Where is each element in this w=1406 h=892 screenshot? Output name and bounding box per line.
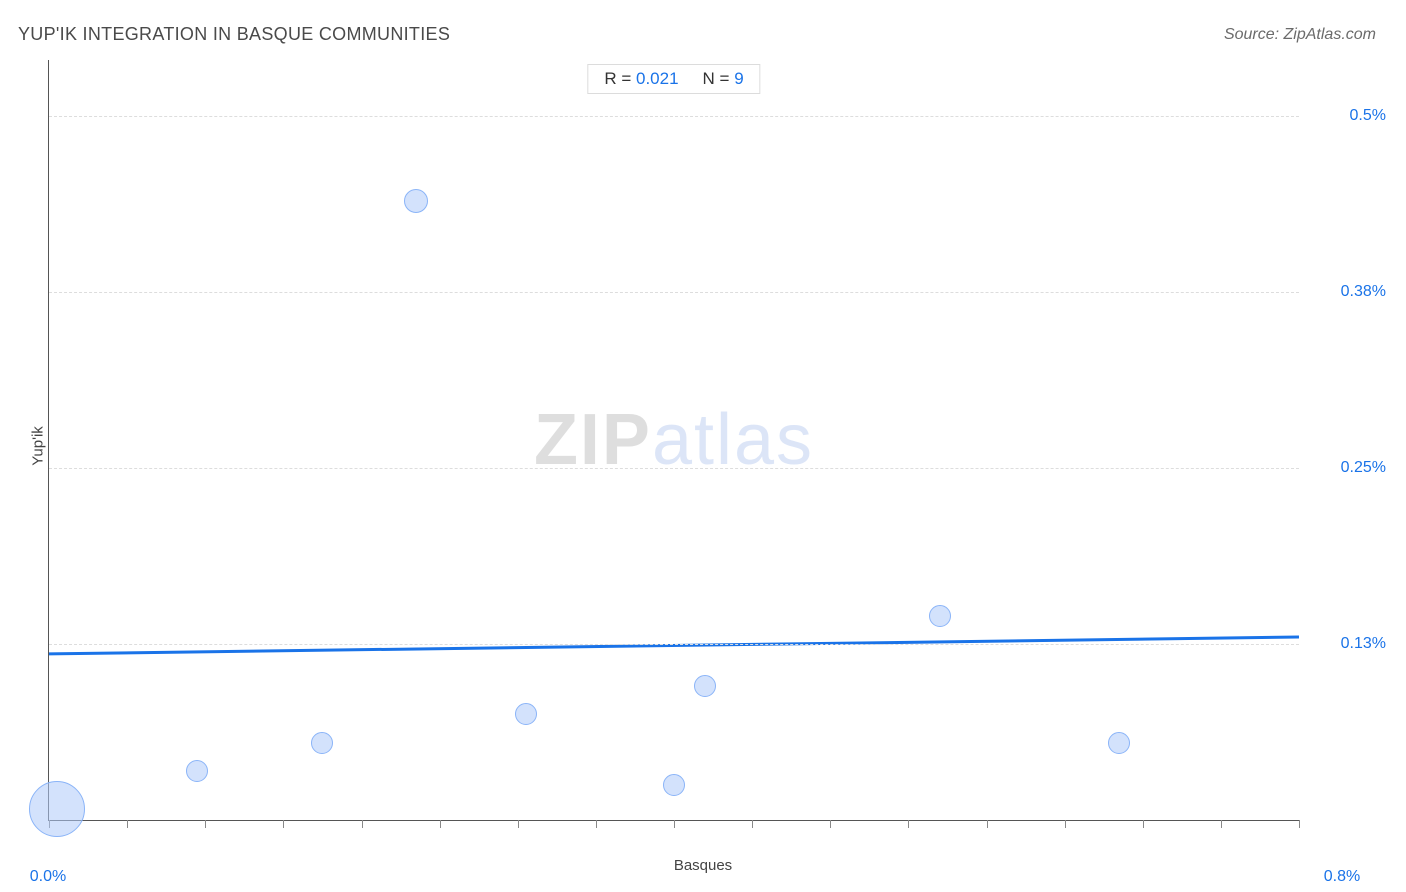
- x-tick: [1143, 820, 1144, 828]
- x-tick: [283, 820, 284, 828]
- y-tick-label: 0.38%: [1341, 283, 1386, 301]
- x-tick: [1065, 820, 1066, 828]
- x-tick: [518, 820, 519, 828]
- x-tick: [1299, 820, 1300, 828]
- data-point: [1108, 732, 1130, 754]
- y-tick-label: 0.5%: [1350, 107, 1386, 125]
- y-tick-label: 0.13%: [1341, 635, 1386, 653]
- n-value: 9: [734, 69, 743, 88]
- y-axis-label: Yup'ik: [29, 426, 46, 466]
- x-tick-label: 0.0%: [30, 868, 66, 886]
- r-value: 0.021: [636, 69, 679, 88]
- data-point: [515, 703, 537, 725]
- chart-container: YUP'IK INTEGRATION IN BASQUE COMMUNITIES…: [0, 0, 1406, 892]
- x-tick: [127, 820, 128, 828]
- x-tick: [440, 820, 441, 828]
- x-tick: [830, 820, 831, 828]
- x-tick: [1221, 820, 1222, 828]
- data-point: [29, 781, 85, 837]
- x-tick: [908, 820, 909, 828]
- gridline-h: [49, 292, 1299, 293]
- x-tick: [205, 820, 206, 828]
- x-tick-label: 0.8%: [1324, 868, 1360, 886]
- plot-area: ZIPatlas R = 0.021 N = 9: [48, 60, 1299, 821]
- gridline-h: [49, 644, 1299, 645]
- n-stat: N = 9: [703, 69, 744, 89]
- trend-line: [49, 60, 1299, 820]
- data-point: [311, 732, 333, 754]
- x-tick: [752, 820, 753, 828]
- x-tick: [987, 820, 988, 828]
- x-tick: [362, 820, 363, 828]
- stats-box: R = 0.021 N = 9: [587, 64, 760, 94]
- x-axis-label: Basques: [674, 857, 732, 874]
- data-point: [929, 605, 951, 627]
- y-tick-label: 0.25%: [1341, 459, 1386, 477]
- data-point: [404, 189, 428, 213]
- x-tick: [596, 820, 597, 828]
- chart-title: YUP'IK INTEGRATION IN BASQUE COMMUNITIES: [18, 24, 450, 45]
- data-point: [694, 675, 716, 697]
- source-label: Source: ZipAtlas.com: [1224, 26, 1376, 44]
- gridline-h: [49, 116, 1299, 117]
- gridline-h: [49, 468, 1299, 469]
- data-point: [663, 774, 685, 796]
- data-point: [186, 760, 208, 782]
- r-stat: R = 0.021: [604, 69, 678, 89]
- x-tick: [674, 820, 675, 828]
